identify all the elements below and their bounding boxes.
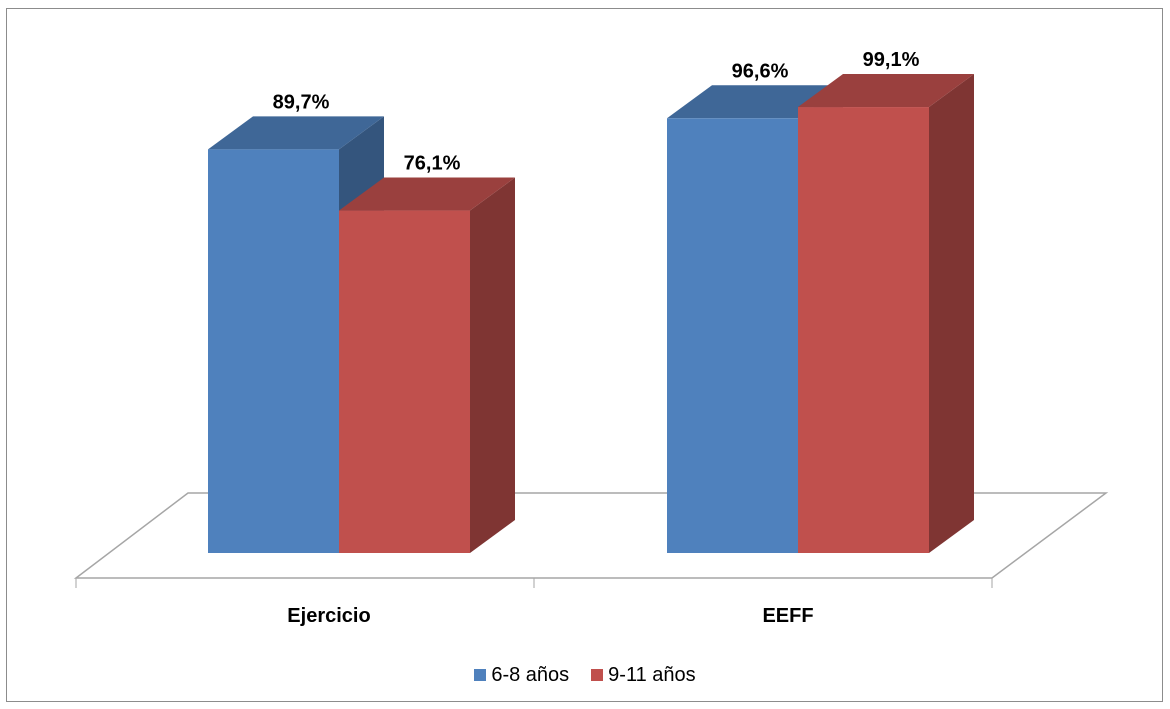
legend-item-series-2: 9-11 años [591, 663, 696, 687]
bar-front [339, 210, 470, 554]
legend-label-series-1: 6-8 años [491, 663, 570, 686]
bar-top [798, 74, 974, 108]
bar-front [798, 107, 929, 554]
legend-swatch-series-1 [474, 669, 487, 681]
legend-swatch-series-2 [591, 669, 604, 681]
bar-front [667, 118, 798, 554]
bar-ejercicio-series-2 [339, 177, 515, 554]
bars-layer [208, 74, 974, 554]
category-label: EEFF [762, 605, 813, 627]
labels-layer: 89,7% 76,1% Ejercicio 96,6% 99,1% EEFF [273, 49, 920, 627]
data-label: 89,7% [273, 91, 330, 113]
bar-eeff-series-2 [798, 74, 974, 554]
bar-top [208, 116, 384, 150]
data-label: 99,1% [863, 49, 920, 71]
legend: 6-8 años 9-11 años [0, 660, 1170, 690]
legend-item-series-1: 6-8 años [474, 664, 569, 687]
bar-top [339, 177, 515, 211]
data-label: 96,6% [732, 60, 789, 82]
legend-label-series-2: 9-11 años [608, 663, 696, 686]
category-label: Ejercicio [287, 605, 370, 627]
bar-front [208, 149, 339, 553]
bar-side [929, 74, 974, 554]
bar-side [470, 177, 515, 554]
data-label: 76,1% [404, 153, 461, 175]
